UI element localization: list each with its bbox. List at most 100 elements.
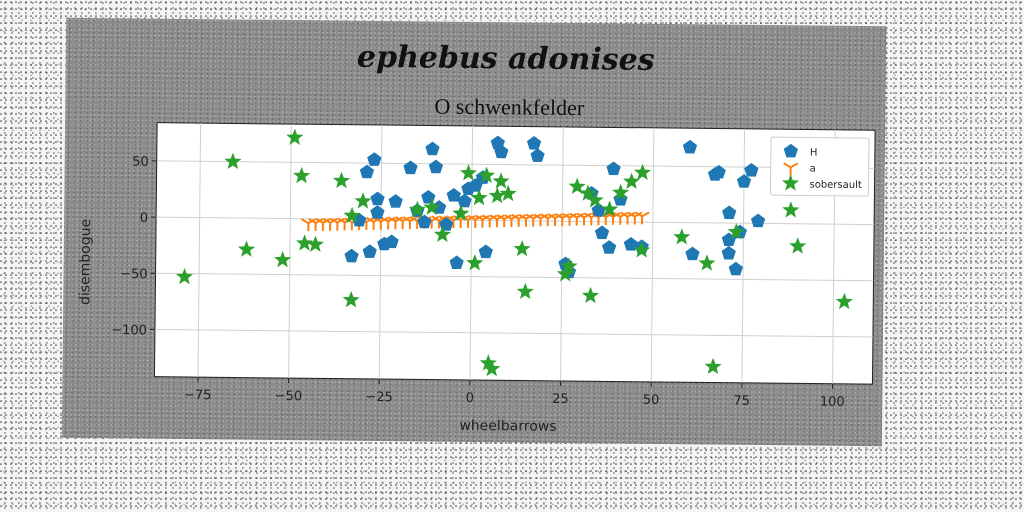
x-tick-label: 0 (466, 391, 474, 406)
point-star (274, 250, 292, 268)
point-pentagon (428, 159, 444, 174)
point-star (560, 257, 578, 274)
point-pentagon (449, 255, 464, 270)
x-tick-label: −50 (275, 389, 303, 404)
point-pentagon (711, 164, 726, 179)
x-gridline (197, 123, 202, 378)
point-pentagon (362, 244, 377, 259)
x-tick-label: 25 (552, 392, 569, 407)
point-star (586, 191, 604, 208)
point-star (452, 204, 470, 221)
point-star (633, 241, 651, 258)
y-tick-label: 0 (140, 211, 148, 226)
point-pentagon (750, 213, 766, 228)
x-tick-label: 100 (820, 395, 845, 410)
point-pentagon (388, 194, 403, 208)
point-star (342, 291, 360, 308)
point-pentagon (526, 135, 542, 150)
x-tick-label: −75 (184, 388, 212, 403)
point-star (568, 177, 586, 194)
point-tri_down (634, 211, 650, 225)
point-star (727, 223, 745, 240)
point-pentagon (591, 202, 606, 217)
point-star (516, 282, 534, 300)
point-star (408, 200, 426, 218)
point-star (581, 286, 600, 304)
legend-label-2: sobersault (809, 180, 862, 192)
point-pentagon (606, 161, 621, 176)
point-star (673, 228, 691, 245)
point-pentagon (623, 237, 639, 251)
data-marks (175, 128, 853, 377)
point-star (513, 240, 531, 257)
point-star (296, 234, 314, 251)
x-gridline (650, 127, 655, 382)
point-pentagon (594, 225, 610, 240)
point-pentagon (728, 261, 743, 276)
point-star (483, 359, 501, 377)
point-pentagon (370, 191, 385, 206)
point-star (286, 128, 304, 145)
x-tick-label: 50 (643, 393, 660, 408)
point-star (470, 188, 488, 206)
point-pentagon (403, 160, 418, 175)
point-star (433, 225, 452, 243)
point-star (354, 192, 372, 209)
legend-label-1: a (810, 164, 816, 175)
point-star (466, 254, 484, 271)
scatter-chart: ephebus adonises O schwenkfelder −75 −50 −… (77, 40, 876, 435)
point-pentagon (457, 193, 472, 208)
series-sobersault (175, 128, 853, 377)
point-star (698, 254, 716, 271)
x-tick-label: −25 (365, 390, 393, 405)
legend-markers (781, 143, 800, 191)
x-gridline (741, 128, 746, 383)
point-star (789, 237, 807, 254)
chart-title: ephebus adonises (357, 40, 655, 78)
point-pentagon (721, 245, 736, 260)
legend-marker-star (781, 174, 800, 191)
point-pentagon (367, 152, 382, 166)
chart-subtitle: O schwenkfelder (434, 94, 585, 121)
legend-marker-pentagon (783, 143, 799, 158)
point-pentagon (425, 141, 440, 156)
point-pentagon (384, 234, 399, 249)
point-pentagon (530, 148, 545, 162)
point-star (293, 166, 311, 184)
x-tick-label: 75 (733, 394, 750, 409)
point-pentagon (722, 205, 737, 220)
legend-label-0: H (810, 148, 818, 159)
point-star (612, 183, 630, 201)
point-pentagon (359, 164, 375, 179)
point-star (479, 354, 497, 371)
point-pentagon (602, 240, 617, 254)
point-star (459, 164, 478, 181)
point-star (499, 184, 517, 202)
x-gridline (560, 126, 564, 381)
point-star (600, 200, 619, 217)
point-star (306, 235, 325, 252)
point-pentagon (446, 187, 461, 202)
x-gridline (288, 124, 292, 379)
legend: H a sobersault (769, 136, 870, 197)
point-star (423, 198, 441, 215)
point-star (492, 172, 510, 189)
point-pentagon (494, 144, 509, 159)
point-pentagon (685, 246, 700, 261)
point-star (237, 240, 256, 257)
point-pentagon (736, 174, 752, 188)
point-pentagon (370, 205, 385, 219)
point-star (634, 163, 652, 181)
y-gridline (154, 328, 873, 338)
point-star (623, 172, 641, 189)
point-star (175, 267, 194, 285)
point-star (704, 357, 722, 375)
point-pentagon (417, 214, 432, 229)
point-star (782, 201, 800, 218)
point-star (332, 171, 351, 189)
y-gridline (155, 272, 874, 282)
y-axis-label: disembogue (77, 219, 94, 305)
point-pentagon (344, 248, 359, 263)
point-star (488, 186, 506, 204)
point-pentagon (744, 162, 759, 177)
